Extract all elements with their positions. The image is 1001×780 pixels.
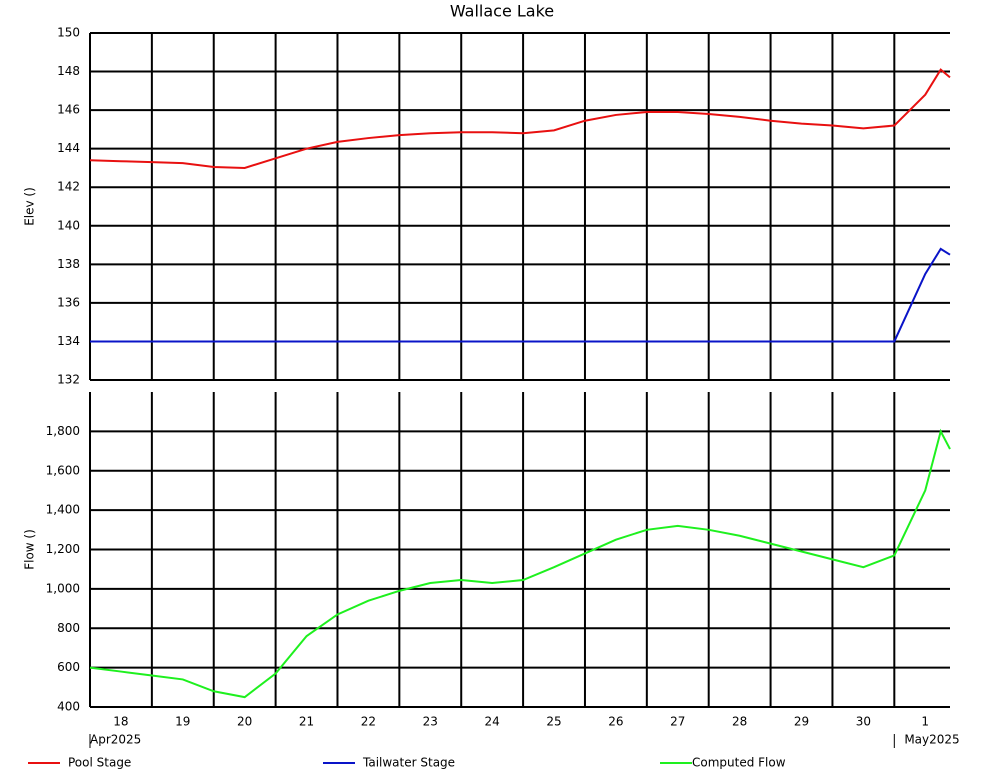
y-tick-label: 140	[57, 218, 80, 232]
y-tick-label: 144	[57, 141, 80, 155]
x-tick-label: 18	[113, 715, 128, 729]
data-line	[89, 428, 951, 699]
y-axis-label: Flow ()	[23, 529, 37, 570]
y-tick-label: 800	[57, 621, 80, 635]
x-period-label: May2025	[904, 733, 959, 747]
y-tick-label: 1,800	[46, 424, 80, 438]
x-tick-label: 30	[856, 715, 871, 729]
y-tick-label: 150	[57, 26, 80, 40]
y-tick-label: 142	[57, 180, 80, 194]
x-tick-label: 22	[361, 715, 376, 729]
x-tick-label: 27	[670, 715, 685, 729]
y-tick-label: 138	[57, 257, 80, 271]
x-tick-label: 20	[237, 715, 252, 729]
data-line	[90, 247, 951, 343]
y-tick-label: 136	[57, 295, 80, 309]
y-tick-label: 1,000	[46, 581, 80, 595]
legend-label: Pool Stage	[68, 756, 131, 770]
y-tick-label: 1,200	[46, 542, 80, 556]
x-tick-label: 26	[608, 715, 623, 729]
y-tick-label: 600	[57, 660, 80, 674]
y-tick-label: 134	[57, 334, 80, 348]
x-tick-label: 29	[794, 715, 809, 729]
y-tick-label: 1,600	[46, 463, 80, 477]
x-tick-label: 19	[175, 715, 190, 729]
x-period-label: Apr2025	[90, 733, 141, 747]
y-tick-label: 1,400	[46, 503, 80, 517]
x-tick-label: 24	[485, 715, 500, 729]
x-tick-label: 21	[299, 715, 314, 729]
x-tick-label: 23	[423, 715, 438, 729]
chart-title: Wallace Lake	[450, 2, 554, 21]
y-tick-label: 146	[57, 103, 80, 117]
y-tick-label: 132	[57, 373, 80, 387]
legend-label: Computed Flow	[692, 756, 786, 770]
data-line	[89, 68, 951, 169]
y-tick-label: 148	[57, 64, 80, 78]
legend-label: Tailwater Stage	[362, 756, 455, 770]
x-tick-label: 1	[921, 715, 929, 729]
x-tick-label: 25	[546, 715, 561, 729]
y-axis-label: Elev ()	[23, 187, 37, 226]
x-tick-label: 28	[732, 715, 747, 729]
y-tick-label: 400	[57, 700, 80, 714]
